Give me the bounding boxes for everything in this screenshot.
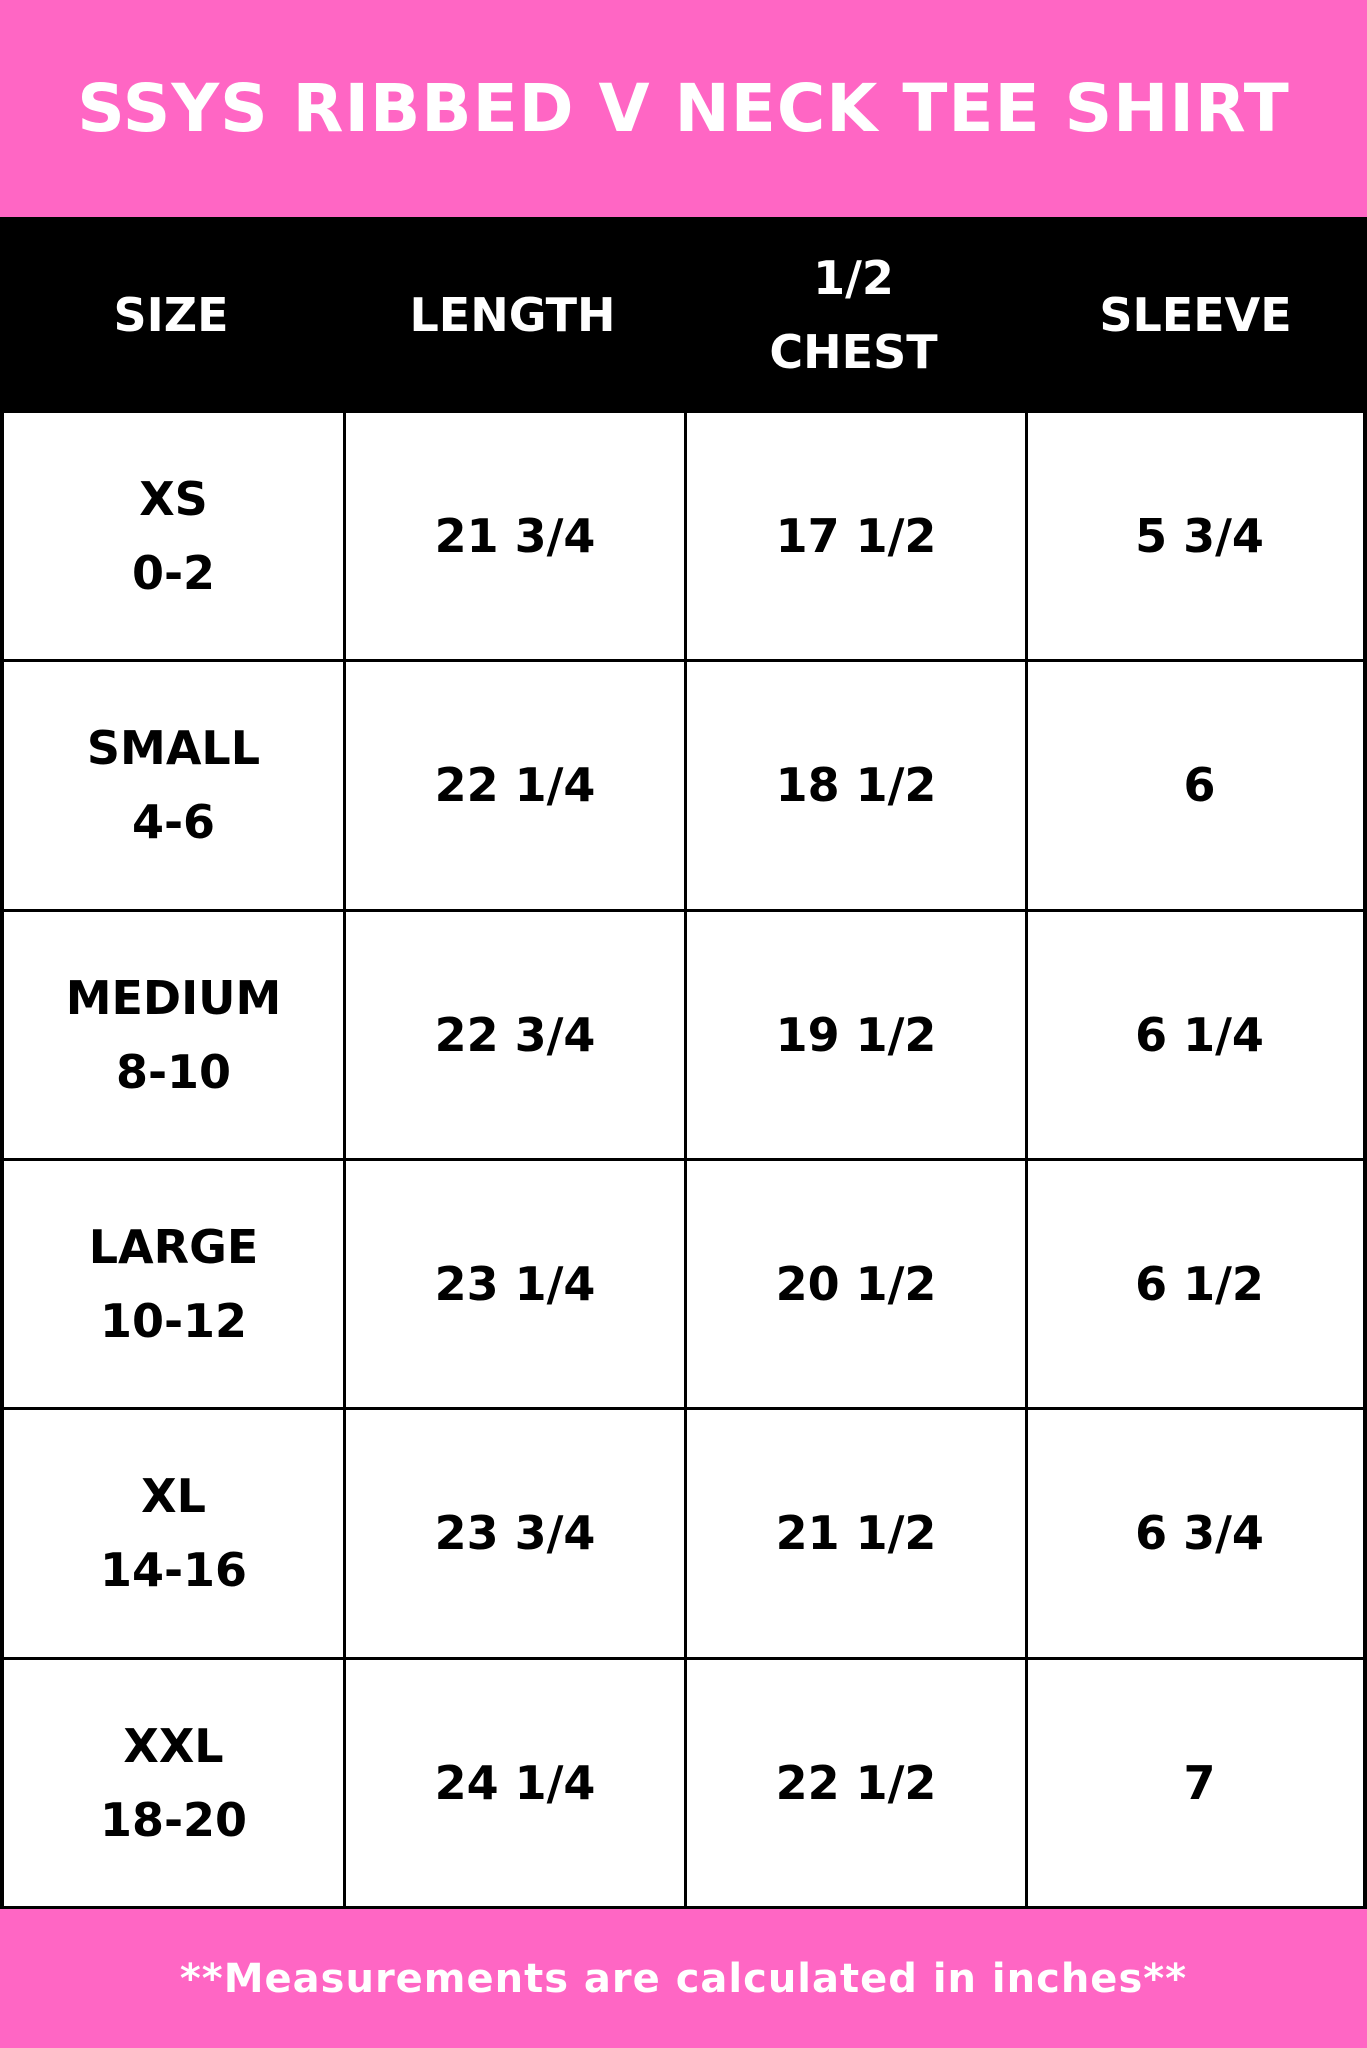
size-range: 0-2 [131,546,216,601]
sleeve-cell: 6 [1028,662,1367,912]
table-header: SIZE LENGTH 1/2 CHEST SLEEVE [0,217,1367,413]
size-range: 4-6 [131,795,216,850]
size-label: SMALL [86,721,261,776]
chest-cell: 22 1/2 [687,1659,1028,1909]
size-label: LARGE [88,1220,259,1275]
length-cell: 21 3/4 [346,413,687,663]
size-cell: MEDIUM 8-10 [4,911,346,1161]
footer-note: **Measurements are calculated in inches*… [179,1955,1188,2002]
size-label: MEDIUM [65,970,282,1025]
page-title: SSYS RIBBED V NECK TEE SHIRT [77,70,1290,147]
length-cell: 23 1/4 [346,1160,687,1411]
size-cell: XXL 18-20 [4,1659,346,1909]
chest-cell: 21 1/2 [687,1410,1028,1660]
size-range: 8-10 [115,1044,232,1099]
sleeve-cell: 6 1/4 [1028,912,1367,1161]
footer-banner: **Measurements are calculated in inches*… [0,1909,1367,2048]
size-cell: LARGE 10-12 [4,1160,346,1411]
size-range: 14-16 [99,1543,248,1598]
length-cell: 22 1/4 [346,662,687,912]
sleeve-cell: 5 3/4 [1028,413,1367,663]
size-table: XS 0-2 21 3/4 17 1/2 5 3/4 SMALL 4-6 22 1/4 18 1… [0,413,1367,1909]
size-range: 18-20 [99,1792,248,1847]
chest-cell: 19 1/2 [687,911,1028,1161]
column-header-size: SIZE [113,288,229,342]
column-header-sleeve: SLEEVE [1099,288,1292,342]
size-cell: XS 0-2 [4,413,346,663]
size-cell: XL 14-16 [4,1410,346,1660]
column-header-chest: 1/2 CHEST [769,251,938,379]
size-label: XXL [123,1718,224,1773]
size-label: XS [139,472,208,527]
sleeve-cell: 6 1/2 [1028,1161,1367,1411]
chest-cell: 17 1/2 [687,413,1028,663]
sleeve-cell: 6 3/4 [1028,1410,1367,1660]
length-cell: 23 3/4 [346,1410,687,1660]
column-header-length: LENGTH [409,288,616,342]
chest-cell: 20 1/2 [687,1160,1028,1411]
chest-cell: 18 1/2 [687,662,1028,912]
length-cell: 24 1/4 [346,1659,687,1909]
size-range: 10-12 [99,1294,248,1349]
title-banner: SSYS RIBBED V NECK TEE SHIRT [0,0,1367,217]
sleeve-cell: 7 [1028,1660,1367,1909]
size-cell: SMALL 4-6 [4,662,346,912]
size-label: XL [141,1469,206,1524]
length-cell: 22 3/4 [346,911,687,1161]
